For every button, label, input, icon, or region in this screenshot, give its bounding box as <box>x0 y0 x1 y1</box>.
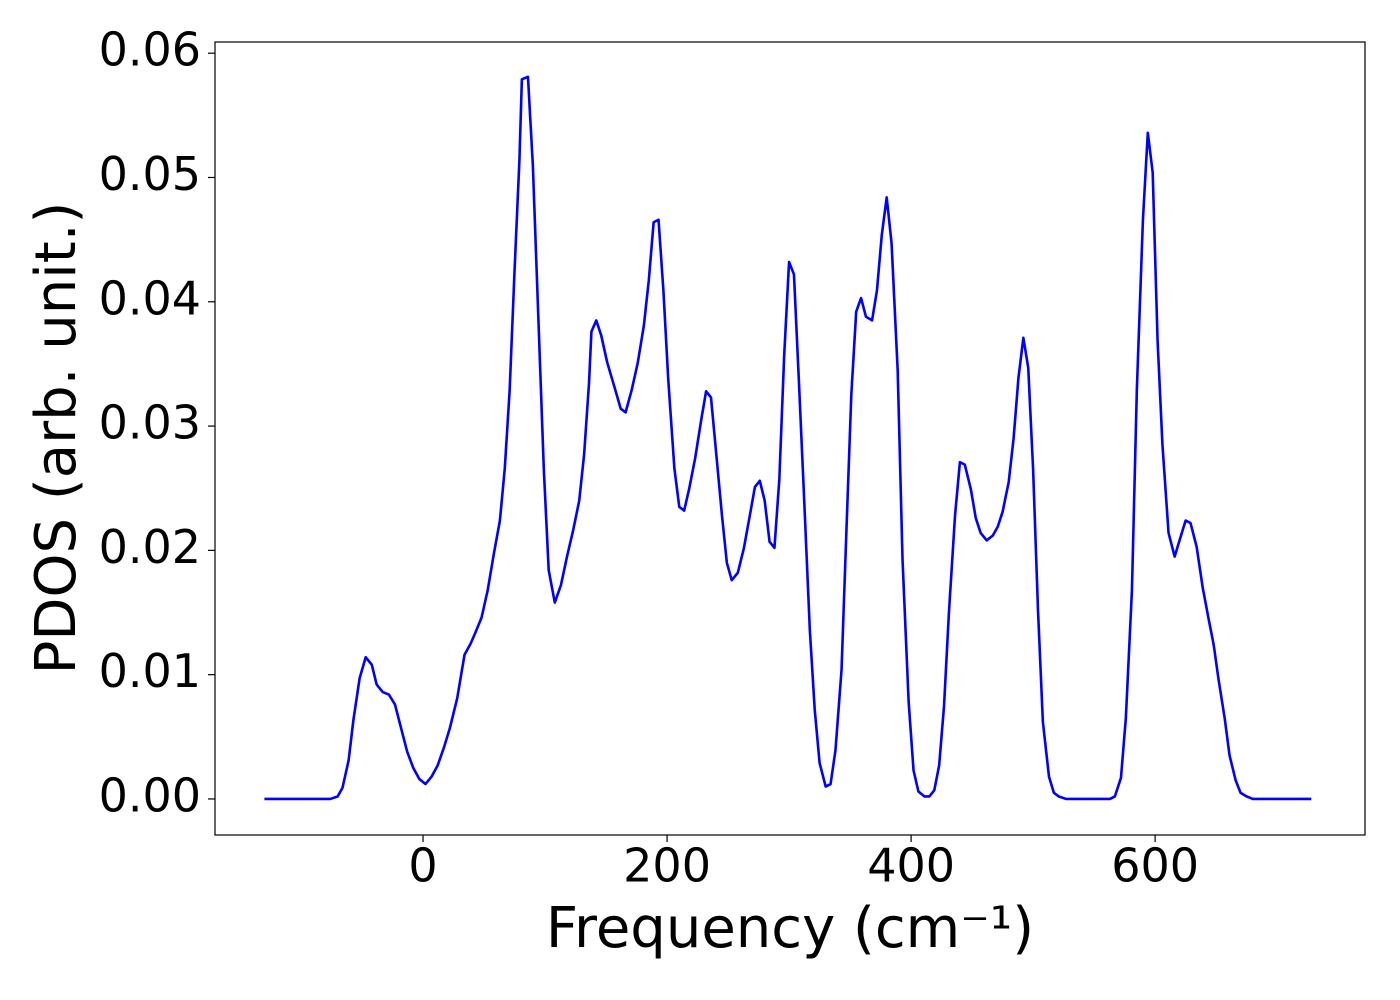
y-tick-label: 0.03 <box>99 396 201 450</box>
x-tick-label: 0 <box>408 839 437 893</box>
y-tick-label: 0.04 <box>99 271 201 325</box>
y-tick-label: 0.01 <box>99 644 201 698</box>
y-axis-label: PDOS (arb. unit.) <box>24 202 89 675</box>
x-tick-label: 200 <box>623 839 711 893</box>
x-tick-label: 600 <box>1111 839 1199 893</box>
x-axis-label: Frequency (cm⁻¹) <box>546 896 1034 961</box>
y-tick-label: 0.00 <box>99 768 201 822</box>
x-tick-label: 400 <box>867 839 955 893</box>
y-tick-label: 0.05 <box>99 147 201 201</box>
y-tick-label: 0.02 <box>99 520 201 574</box>
pdos-line <box>264 75 1312 801</box>
y-tick-label: 0.06 <box>99 23 201 77</box>
plot-frame <box>214 41 1366 836</box>
